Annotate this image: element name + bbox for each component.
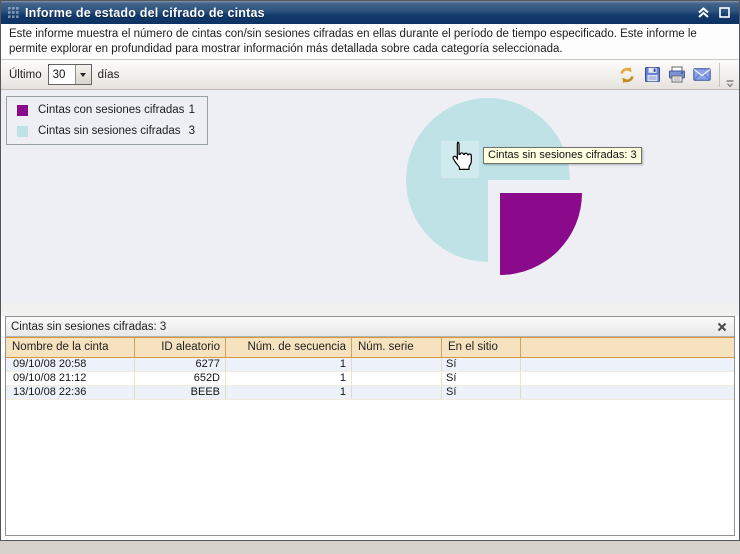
table-cell: 09/10/08 21:12 (6, 372, 135, 385)
column-header[interactable]: ID aleatorio (135, 338, 226, 357)
legend-label: Cintas con sesiones cifradas (38, 104, 185, 116)
table-cell (352, 386, 442, 399)
table-body: 09/10/08 20:58 6277 1 Sí 09/10/08 21:12 652D 1… (6, 358, 734, 400)
legend-label: Cintas sin sesiones cifradas (38, 125, 181, 137)
table-cell: 652D (135, 372, 226, 385)
table-cell (352, 358, 442, 371)
legend-value: 3 (188, 125, 195, 137)
table-row[interactable]: 09/10/08 21:12 652D 1 Sí (6, 372, 734, 386)
toolbar: Último 30 días (1, 60, 739, 90)
save-icon[interactable] (642, 65, 662, 85)
close-icon[interactable] (715, 320, 729, 334)
legend-value: 1 (188, 104, 195, 116)
period-label-prefix: Último (9, 68, 42, 81)
pie-slice-unencrypted[interactable] (406, 98, 570, 262)
toolbar-divider (719, 62, 720, 87)
days-select-arrow[interactable] (74, 65, 91, 84)
days-select[interactable]: 30 (47, 64, 92, 85)
table-header-row: Nombre de la cinta ID aleatorio Núm. de se… (6, 337, 734, 358)
table-empty-space (6, 400, 734, 535)
table-cell: BEEB (135, 386, 226, 399)
titlebar: Informe de estado del cifrado de cintas (1, 1, 739, 24)
panel-title-text: Cintas sin sesiones cifradas: 3 (11, 320, 167, 333)
report-window: Informe de estado del cifrado de cintas … (0, 0, 740, 541)
pie-chart (406, 98, 582, 275)
table-cell: 6277 (135, 358, 226, 371)
toolbar-actions (617, 60, 739, 89)
legend-item[interactable]: Cintas con sesiones cifradas 1 (15, 104, 199, 116)
email-icon[interactable] (692, 65, 712, 85)
maximize-icon[interactable] (716, 5, 732, 21)
table-cell: Sí (442, 386, 521, 399)
page-title: Informe de estado del cifrado de cintas (25, 5, 265, 20)
column-header[interactable]: Núm. de secuencia (226, 338, 352, 357)
period-label-suffix: días (97, 68, 120, 81)
refresh-icon[interactable] (617, 65, 637, 85)
pie-tooltip: Cintas sin sesiones cifradas: 3 (483, 147, 642, 164)
table-cell: 13/10/08 22:36 (6, 386, 135, 399)
table-cell (352, 372, 442, 385)
table-cell: Sí (442, 358, 521, 371)
table-row[interactable]: 09/10/08 20:58 6277 1 Sí (6, 358, 734, 372)
print-icon[interactable] (667, 65, 687, 85)
legend: Cintas con sesiones cifradas 1 Cintas sin … (6, 96, 208, 145)
pie-slice-encrypted[interactable] (500, 193, 582, 275)
days-select-value: 30 (52, 68, 66, 81)
chart-area: Cintas con sesiones cifradas 1 Cintas sin … (1, 90, 739, 303)
column-header[interactable]: Núm. serie (352, 338, 442, 357)
table-cell: 09/10/08 20:58 (6, 358, 135, 371)
column-header[interactable] (521, 338, 734, 357)
table-cell: 1 (226, 358, 352, 371)
panel-titlebar: Cintas sin sesiones cifradas: 3 (6, 317, 734, 337)
table-cell: 1 (226, 372, 352, 385)
legend-item[interactable]: Cintas sin sesiones cifradas 3 (15, 125, 199, 137)
report-description: Este informe muestra el número de cintas… (1, 24, 739, 60)
column-header[interactable]: Nombre de la cinta (6, 338, 135, 357)
grip-icon (8, 6, 19, 19)
legend-swatch (17, 125, 28, 137)
legend-swatch (17, 104, 28, 116)
drilldown-panel: Cintas sin sesiones cifradas: 3 Nombre d… (5, 316, 735, 536)
cursor-pointer (447, 140, 473, 176)
table-row[interactable]: 13/10/08 22:36 BEEB 1 Sí (6, 386, 734, 400)
table-cell: Sí (442, 372, 521, 385)
table-cell (521, 358, 734, 371)
table-cell (521, 386, 734, 399)
desktop-strip (0, 541, 740, 554)
toolbar-options-icon[interactable] (725, 59, 735, 91)
table-cell (521, 372, 734, 385)
collapse-icon[interactable] (695, 5, 711, 21)
table-cell: 1 (226, 386, 352, 399)
chevron-down-icon (80, 72, 87, 77)
column-header[interactable]: En el sitio (442, 338, 521, 357)
section-gap (1, 303, 739, 316)
